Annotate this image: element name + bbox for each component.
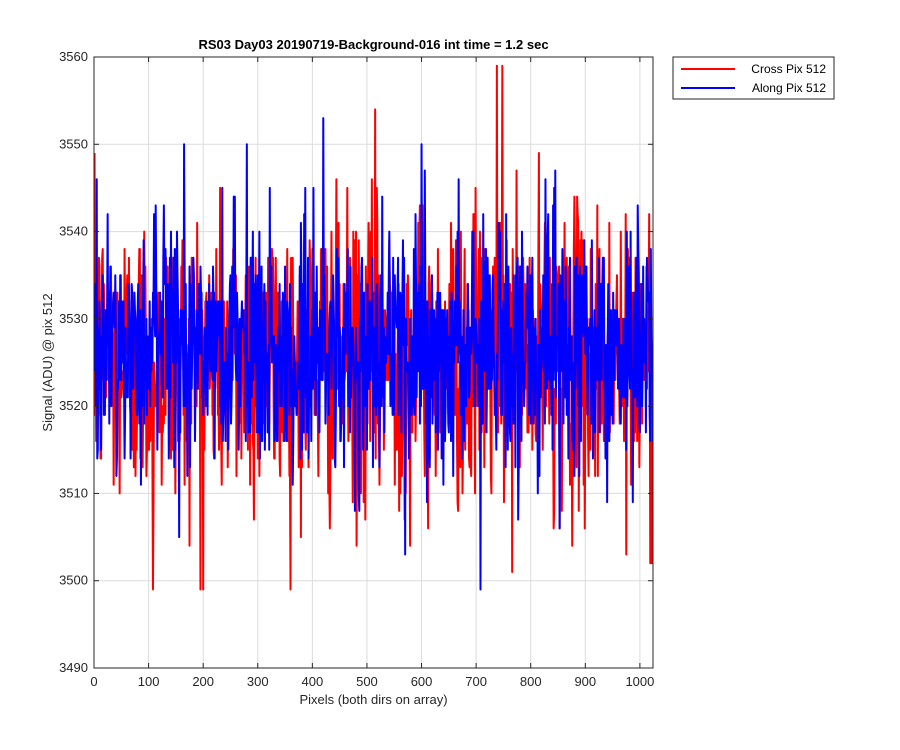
series-line-along [94, 117, 653, 591]
series-lines [94, 64, 653, 591]
legend-box [672, 56, 835, 100]
x-tick-label: 700 [465, 674, 487, 689]
plot-axes: 0 100 200 300 400 500 600 700 800 900 1000 3490 3500… [59, 49, 654, 689]
x-tick-label: 200 [192, 674, 214, 689]
plot-frame [93, 56, 654, 669]
y-tick-label: 3510 [59, 485, 88, 500]
y-tick-label: 3540 [59, 224, 88, 239]
y-tick-label: 3560 [59, 49, 88, 64]
x-tick-label: 900 [574, 674, 596, 689]
y-tick-label: 3490 [59, 660, 88, 675]
x-tick-label: 1000 [625, 674, 654, 689]
x-tick-label: 400 [302, 674, 324, 689]
y-axis-title: Signal (ADU) @ pix 512 [40, 293, 55, 431]
x-tick-label: 500 [356, 674, 378, 689]
x-tick-label: 300 [247, 674, 269, 689]
legend-label-along: Along Pix 512 [752, 81, 826, 95]
legend: Cross Pix 512 Along Pix 512 [672, 56, 835, 100]
y-tick-label: 3550 [59, 136, 88, 151]
legend-label-cross: Cross Pix 512 [751, 62, 826, 76]
x-axis-title: Pixels (both dirs on array) [299, 692, 447, 707]
x-tick-label: 0 [90, 674, 97, 689]
x-tick-label: 800 [520, 674, 542, 689]
y-tick-label: 3530 [59, 311, 88, 326]
y-tick-label: 3500 [59, 573, 88, 588]
y-tick-label: 3520 [59, 398, 88, 413]
chart-title: RS03 Day03 20190719-Background-016 int t… [198, 37, 548, 52]
x-tick-label: 100 [138, 674, 160, 689]
axis-ticks: 0 100 200 300 400 500 600 700 800 900 1000 3490 3500… [59, 49, 654, 689]
x-tick-label: 600 [411, 674, 433, 689]
